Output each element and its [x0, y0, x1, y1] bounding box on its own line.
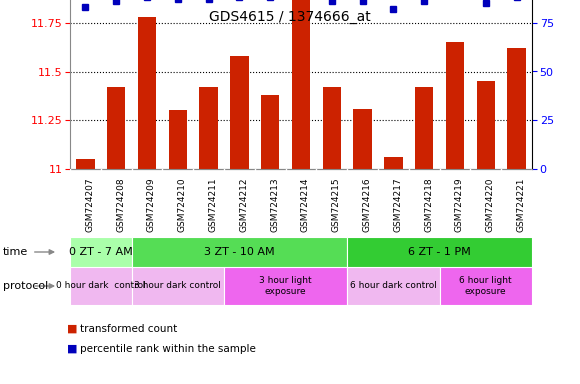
- Text: 3 hour dark control: 3 hour dark control: [135, 281, 221, 291]
- Bar: [76, 159, 95, 169]
- Text: time: time: [3, 247, 28, 257]
- Bar: [347, 237, 532, 267]
- Bar: [107, 87, 125, 169]
- Bar: [353, 109, 372, 169]
- Text: GSM724207: GSM724207: [85, 177, 95, 232]
- Bar: [440, 267, 532, 305]
- Bar: [230, 56, 249, 169]
- Text: 0 ZT - 7 AM: 0 ZT - 7 AM: [69, 247, 133, 257]
- Bar: [415, 87, 433, 169]
- Bar: [70, 237, 132, 267]
- Bar: [224, 267, 347, 305]
- Text: ■: ■: [67, 324, 77, 334]
- Bar: [70, 267, 132, 305]
- Bar: [132, 237, 347, 267]
- Text: 6 ZT - 1 PM: 6 ZT - 1 PM: [408, 247, 471, 257]
- Bar: [200, 87, 218, 169]
- Text: GSM724210: GSM724210: [178, 177, 187, 232]
- Text: GDS4615 / 1374666_at: GDS4615 / 1374666_at: [209, 10, 371, 23]
- Bar: [169, 111, 187, 169]
- Text: ■: ■: [67, 344, 77, 354]
- Text: GSM724209: GSM724209: [147, 177, 156, 232]
- Text: GSM724217: GSM724217: [393, 177, 403, 232]
- Bar: [261, 95, 280, 169]
- Text: GSM724216: GSM724216: [362, 177, 372, 232]
- Text: GSM724221: GSM724221: [517, 177, 525, 232]
- Text: transformed count: transformed count: [80, 324, 177, 334]
- Text: GSM724213: GSM724213: [270, 177, 279, 232]
- Bar: [322, 87, 341, 169]
- Text: percentile rank within the sample: percentile rank within the sample: [80, 344, 256, 354]
- Bar: [292, 0, 310, 169]
- Text: protocol: protocol: [3, 281, 48, 291]
- Bar: [508, 48, 526, 169]
- Text: 6 hour dark control: 6 hour dark control: [350, 281, 437, 291]
- Bar: [384, 157, 403, 169]
- Text: 0 hour dark  control: 0 hour dark control: [56, 281, 146, 291]
- Bar: [477, 81, 495, 169]
- Text: GSM724208: GSM724208: [116, 177, 125, 232]
- Text: GSM724220: GSM724220: [486, 177, 495, 232]
- Text: GSM724219: GSM724219: [455, 177, 464, 232]
- Text: GSM724214: GSM724214: [301, 177, 310, 232]
- Bar: [132, 267, 224, 305]
- Text: GSM724215: GSM724215: [332, 177, 341, 232]
- Text: GSM724211: GSM724211: [209, 177, 218, 232]
- Bar: [446, 42, 464, 169]
- Bar: [138, 17, 156, 169]
- Text: GSM724218: GSM724218: [424, 177, 433, 232]
- Text: GSM724212: GSM724212: [240, 177, 248, 232]
- Text: 6 hour light
exposure: 6 hour light exposure: [459, 276, 512, 296]
- Text: 3 ZT - 10 AM: 3 ZT - 10 AM: [204, 247, 275, 257]
- Bar: [347, 267, 440, 305]
- Text: 3 hour light
exposure: 3 hour light exposure: [259, 276, 312, 296]
